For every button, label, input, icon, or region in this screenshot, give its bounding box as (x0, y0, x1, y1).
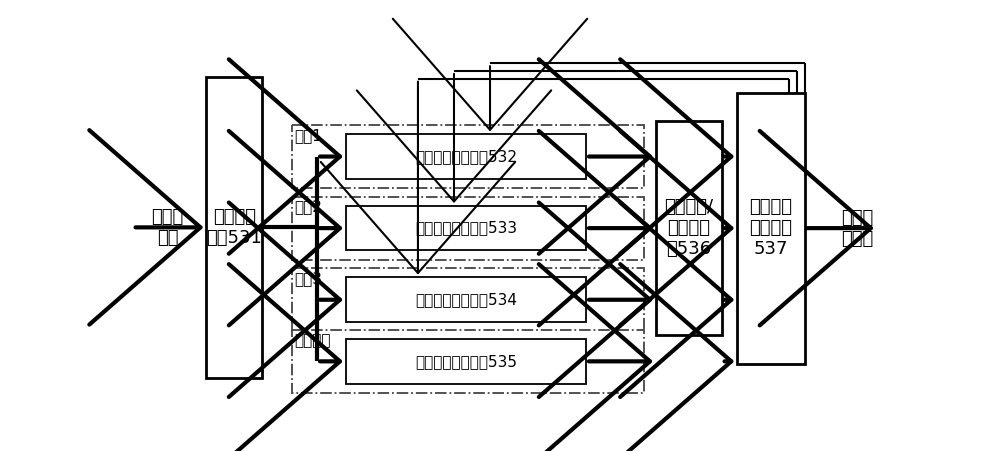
Text: 完整波
形数据: 完整波 形数据 (841, 209, 874, 248)
Bar (292, 330, 644, 393)
Bar (292, 125, 644, 188)
Text: 滤波电路
模块531: 滤波电路 模块531 (206, 208, 262, 247)
Bar (346, 339, 586, 384)
Bar (346, 134, 586, 179)
Text: 超声波
信号: 超声波 信号 (152, 208, 184, 247)
Text: 可编程增益放大器532: 可编程增益放大器532 (415, 149, 517, 164)
Bar (206, 77, 262, 378)
Bar (292, 197, 644, 260)
Bar (656, 121, 722, 335)
Text: 四通道模/
数转换模
块536: 四通道模/ 数转换模 块536 (664, 198, 713, 258)
Bar (346, 206, 586, 250)
Text: 备用通道: 备用通道 (294, 333, 330, 348)
Text: 智能放大
控制模块
537: 智能放大 控制模块 537 (749, 198, 792, 258)
Bar (737, 92, 805, 364)
Text: 通道1: 通道1 (294, 128, 322, 143)
Bar (346, 277, 586, 322)
Text: 通道3: 通道3 (294, 271, 322, 286)
Text: 可编程增益放大器533: 可编程增益放大器533 (415, 221, 517, 235)
Text: 固定增益放大电路535: 固定增益放大电路535 (415, 354, 517, 369)
Text: 可编程增益放大器534: 可编程增益放大器534 (415, 292, 517, 307)
Bar (292, 268, 644, 331)
Text: 通道2: 通道2 (294, 200, 322, 215)
